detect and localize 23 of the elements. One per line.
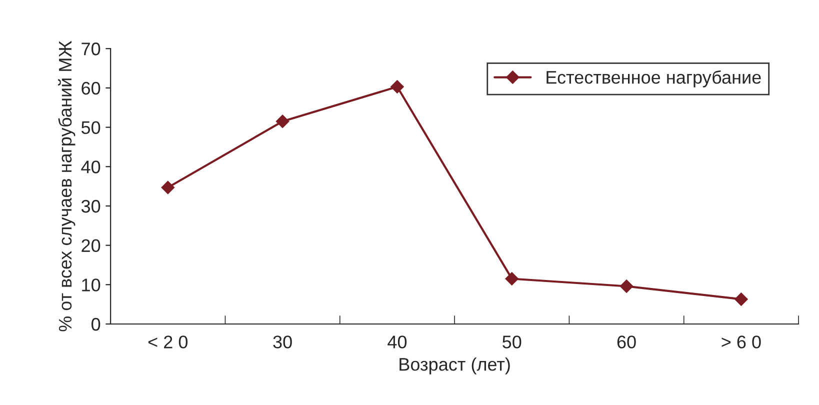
point bbox=[734, 292, 748, 306]
point bbox=[505, 272, 518, 286]
y-tick-label: 0 bbox=[92, 318, 100, 331]
x-axis-title: Возраст (лет) bbox=[400, 358, 510, 374]
point bbox=[276, 114, 290, 128]
point bbox=[620, 280, 634, 293]
y-tick-label: 50 bbox=[81, 121, 100, 134]
x-tick-label: 30 bbox=[273, 336, 292, 348]
y-tick-label: 60 bbox=[82, 82, 100, 95]
x-tick-label: 50 bbox=[502, 336, 522, 348]
x-tick-label: 60 bbox=[617, 336, 636, 348]
legend-label: Естественное нагрубание bbox=[546, 70, 761, 88]
y-tick-label: 70 bbox=[82, 42, 100, 56]
y-tick-label: 30 bbox=[81, 200, 100, 213]
x-tick-label: < 2 0 bbox=[148, 336, 188, 348]
x-tick-label: 40 bbox=[388, 336, 407, 348]
x-tick-label: > 6 0 bbox=[722, 336, 761, 348]
point bbox=[390, 80, 404, 94]
point bbox=[161, 180, 174, 194]
y-tick-label: 40 bbox=[81, 160, 100, 174]
y-tick-label: 10 bbox=[82, 278, 100, 292]
y-axis-title: % от всех случаев нагрубаний МЖ bbox=[58, 40, 76, 332]
y-tick-label: 20 bbox=[82, 239, 100, 252]
